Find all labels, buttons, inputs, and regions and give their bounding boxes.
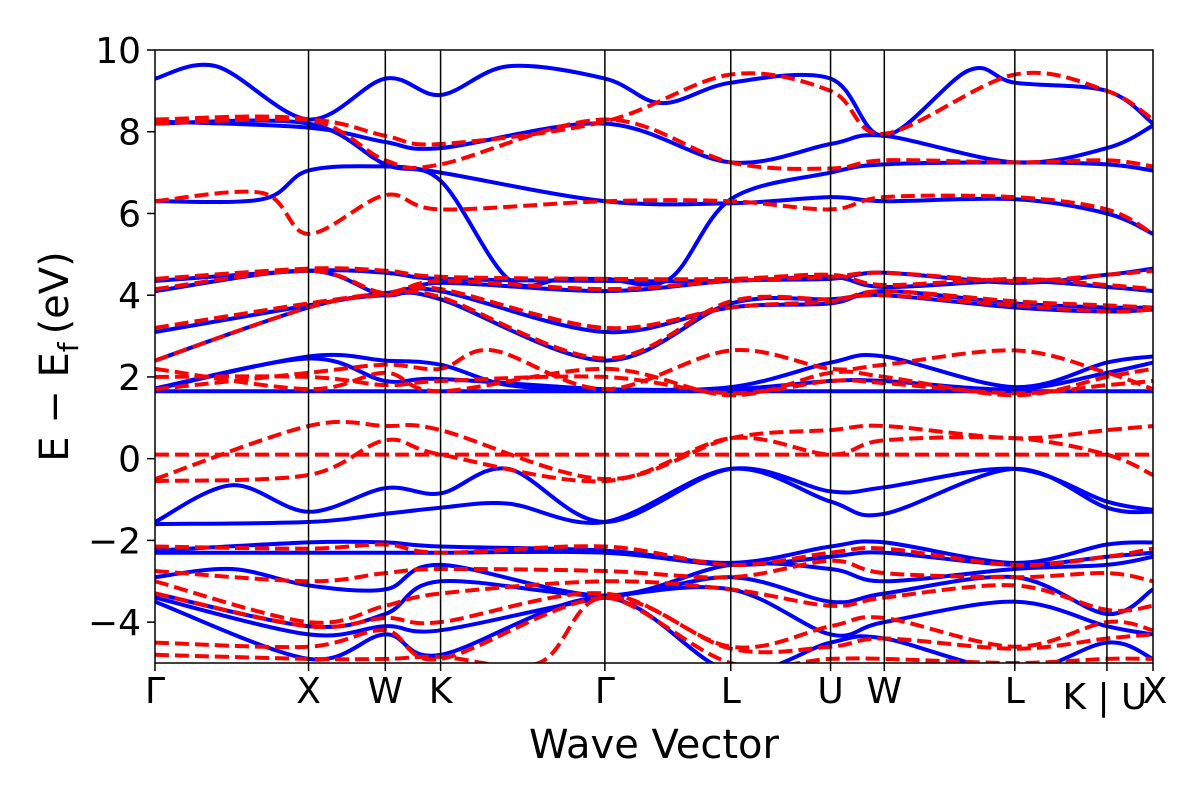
y-axis-title-subscript: f (52, 341, 85, 352)
red-dashed-band-14 (155, 542, 1153, 568)
red-dashed-band-11 (155, 189, 1153, 236)
high-symmetry-lines (307, 50, 1108, 663)
red-dashed-band-6 (155, 374, 1153, 396)
y-tick-label: −2 (88, 521, 141, 562)
y-tick-label: 8 (118, 113, 141, 154)
y-tick-label: −4 (88, 603, 141, 644)
red-dashed-band-18 (155, 595, 1153, 662)
x-tick-label: K | U (1062, 677, 1147, 718)
blue-solid-band-19 (155, 595, 1153, 663)
x-tick-label: X (1143, 671, 1168, 712)
x-tick-label: X (296, 671, 321, 712)
y-axis-title: E − Ef (eV) (32, 251, 85, 462)
y-tick-label: 2 (118, 358, 141, 399)
red-dashed-band-10 (155, 266, 1153, 292)
y-tick-label: 4 (118, 276, 141, 317)
y-axis-title-unit: (eV) (32, 251, 78, 334)
x-tick-label: W (867, 671, 903, 712)
x-tick-label: Γ (595, 671, 615, 712)
blue-solid-band-12 (155, 119, 1153, 165)
blue-solid-band-13 (155, 62, 1153, 138)
x-tick-label: L (1005, 671, 1025, 712)
red-dashed-band-3 (155, 435, 1153, 484)
plot-frame (154, 49, 1154, 664)
x-tick-label: K (429, 671, 454, 712)
red-dashed-band-15 (155, 558, 1153, 584)
y-axis-ticks: 10 8 6 4 2 0 −2 −4 (88, 31, 155, 644)
y-tick-label: 6 (118, 194, 141, 235)
y-tick-label: 10 (95, 31, 141, 72)
x-tick-label: L (721, 671, 741, 712)
x-axis-title: Wave Vector (529, 722, 780, 768)
red-dashed-band-5 (155, 366, 1153, 398)
x-tick-label: U (817, 671, 843, 712)
y-tick-label: 0 (118, 440, 141, 481)
x-tick-label: Γ (145, 671, 165, 712)
x-tick-label: W (368, 671, 404, 712)
y-axis-title-main: E − E (32, 352, 78, 462)
